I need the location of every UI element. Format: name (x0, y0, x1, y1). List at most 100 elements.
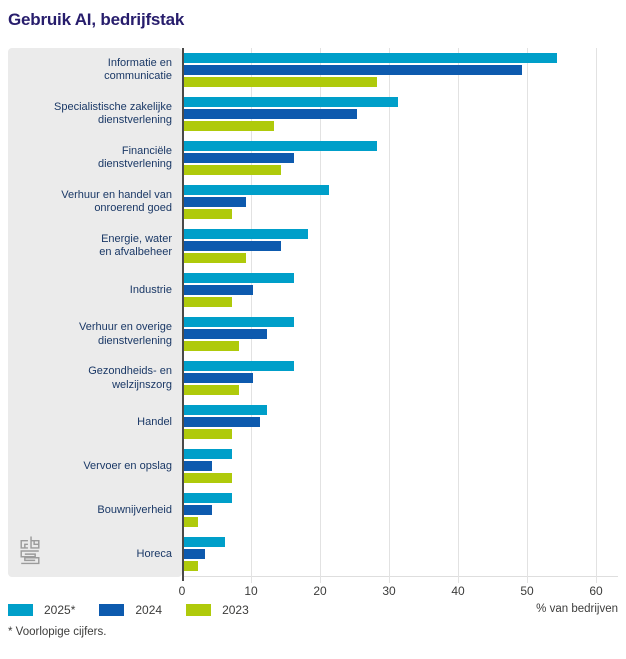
bar-2025 (184, 493, 233, 503)
bar-2023 (184, 385, 240, 395)
category-label-row: Verhuur en overige dienstverlening (8, 312, 182, 356)
bar-2025 (184, 405, 267, 415)
bar-group (184, 400, 618, 444)
bar-2025 (184, 53, 557, 63)
x-tick-label: 40 (451, 584, 465, 598)
legend-item: 2024 (99, 603, 162, 617)
x-tick-label: 50 (520, 584, 534, 598)
bar-group (184, 92, 618, 136)
legend-label: 2023 (222, 603, 249, 617)
bar-2024 (184, 417, 260, 427)
legend: 2025* 2024 2023 (8, 603, 249, 617)
bar-2024 (184, 241, 281, 251)
bar-2024 (184, 285, 253, 295)
bar-2023 (184, 77, 378, 87)
cbs-logo-icon (20, 536, 40, 565)
category-label: Handel (137, 415, 172, 428)
bar-2024 (184, 65, 523, 75)
category-label: Gezondheids- en welzijnszorg (88, 365, 172, 391)
bar-group (184, 532, 618, 576)
category-label: Verhuur en handel van onroerend goed (61, 188, 172, 215)
bar-group (184, 224, 618, 268)
bar-2024 (184, 549, 205, 559)
bar-2023 (184, 121, 274, 131)
legend-swatch (99, 604, 125, 616)
bar-group (184, 488, 618, 532)
category-labels-panel: Informatie en communicatie Specialistisch… (8, 48, 182, 577)
legend-item: 2023 (186, 603, 249, 617)
bar-2025 (184, 229, 309, 239)
gridline (596, 48, 597, 583)
category-label-row: Gezondheids- en welzijnszorg (8, 357, 182, 401)
bar-2023 (184, 253, 247, 263)
gridline (458, 48, 459, 583)
legend-item: 2025* (8, 603, 75, 617)
bar-group (184, 136, 618, 180)
bar-2023 (184, 517, 198, 527)
bar-2025 (184, 185, 329, 195)
page-title: Gebruik AI, bedrijfstak (8, 10, 185, 29)
category-label: Horeca (136, 548, 172, 561)
bar-2024 (184, 373, 253, 383)
category-label: Bouwnijverheid (97, 504, 172, 517)
category-label: Vervoer en opslag (83, 459, 172, 472)
bar-2024 (184, 461, 212, 471)
bars-area (184, 48, 618, 576)
gridline (320, 48, 321, 583)
bar-2023 (184, 473, 233, 483)
legend-label: 2025* (44, 603, 76, 617)
x-axis-ticks: 0 10 20 30 40 50 60 (8, 577, 618, 601)
legend-label: 2024 (135, 603, 163, 617)
category-label: Verhuur en overige dienstverlening (79, 321, 172, 347)
bar-2023 (184, 297, 233, 307)
bar-chart: Informatie en communicatie Specialistisch… (8, 48, 618, 598)
bar-group (184, 444, 618, 488)
category-label: Industrie (129, 283, 172, 296)
bar-group (184, 180, 618, 224)
category-label-row: Informatie en communicatie (8, 48, 182, 92)
x-tick-label: 20 (313, 584, 327, 598)
bar-2024 (184, 197, 247, 207)
bar-2025 (184, 449, 233, 459)
legend-swatch (8, 604, 33, 616)
bar-group (184, 356, 618, 400)
bar-2025 (184, 317, 295, 327)
bar-2024 (184, 329, 267, 339)
category-label: Energie, water en afvalbeheer (99, 232, 172, 259)
category-label-row: Financiële dienstverlening (8, 136, 182, 180)
category-label: Informatie en communicatie (104, 56, 172, 83)
bar-2024 (184, 505, 212, 515)
category-label-row: Industrie (8, 268, 182, 312)
bar-2024 (184, 109, 357, 119)
category-label-row: Bouwnijverheid (8, 489, 182, 533)
plot-area (182, 48, 618, 583)
x-axis-label: % van bedrijven (536, 603, 618, 615)
page: Gebruik AI, bedrijfstak Informatie en co… (0, 10, 626, 659)
y-axis-line (182, 48, 184, 581)
gridline (527, 48, 528, 583)
bar-group (184, 268, 618, 312)
bar-2025 (184, 141, 378, 151)
bar-group (184, 48, 618, 92)
legend-swatch (186, 604, 212, 616)
bar-2025 (184, 97, 398, 107)
bar-2023 (184, 341, 240, 351)
category-label: Specialistische zakelijke dienstverlenin… (54, 100, 172, 127)
bar-2025 (184, 273, 295, 283)
bar-2023 (184, 429, 233, 439)
x-tick-label: 10 (244, 584, 258, 598)
category-label-row: Vervoer en opslag (8, 445, 182, 489)
bar-group (184, 312, 618, 356)
gridline (389, 48, 390, 583)
gridline (251, 48, 252, 583)
x-tick-label: 60 (589, 584, 603, 598)
bar-2024 (184, 153, 295, 163)
category-label-row: Energie, water en afvalbeheer (8, 224, 182, 268)
x-tick-label: 0 (178, 584, 186, 598)
bar-2025 (184, 537, 226, 547)
category-label-row: Verhuur en handel van onroerend goed (8, 180, 182, 224)
bar-2023 (184, 165, 281, 175)
bar-2025 (184, 361, 295, 371)
bar-2023 (184, 209, 233, 219)
category-label-row: Specialistische zakelijke dienstverlenin… (8, 92, 182, 136)
